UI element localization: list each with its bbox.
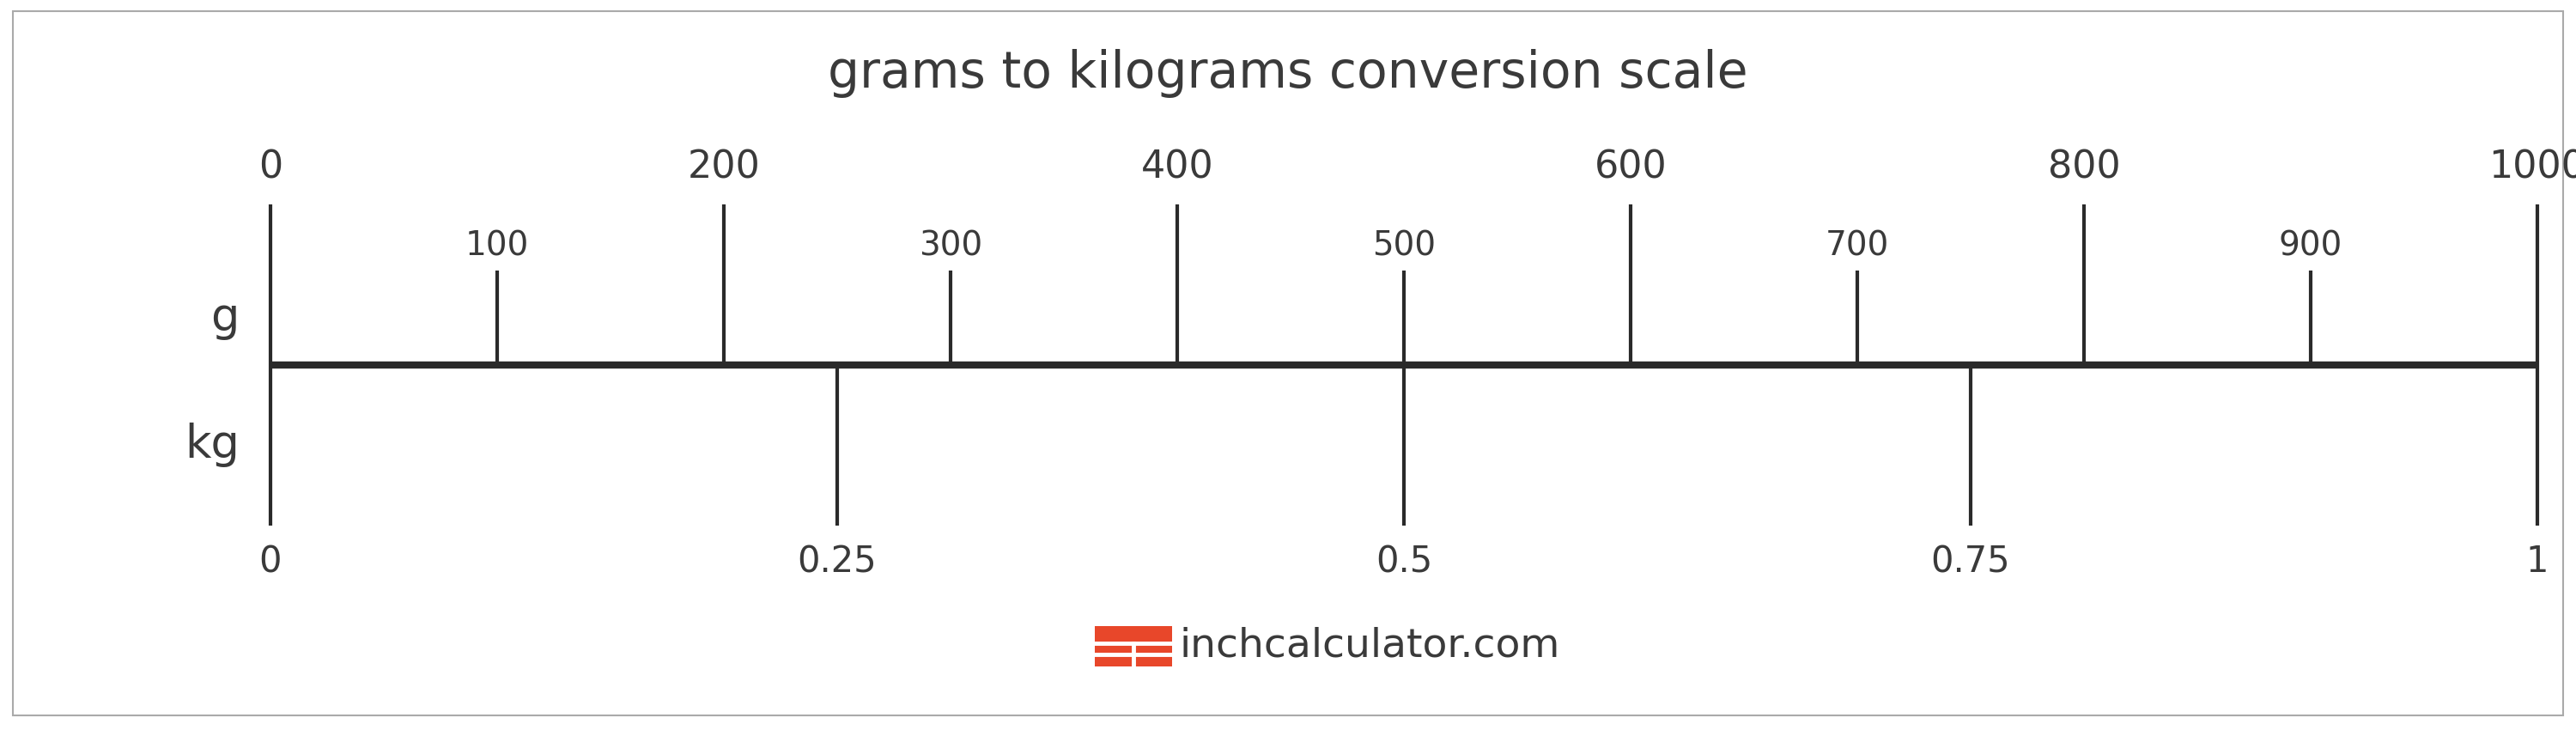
Text: 0.5: 0.5 [1376,544,1432,580]
Text: 0.25: 0.25 [799,544,876,580]
Text: 200: 200 [688,149,760,186]
Text: 900: 900 [2280,230,2342,263]
Text: 100: 100 [466,230,528,263]
Text: 1: 1 [2527,544,2548,580]
Text: kg: kg [185,423,240,468]
Text: 400: 400 [1141,149,1213,186]
Text: inchcalculator.com: inchcalculator.com [1180,627,1561,665]
Text: 0: 0 [260,544,281,580]
Text: g: g [211,295,240,340]
Text: 0: 0 [258,149,283,186]
Bar [1095,626,1172,666]
Text: grams to kilograms conversion scale: grams to kilograms conversion scale [827,48,1749,98]
Text: 1000: 1000 [2488,149,2576,186]
Text: 300: 300 [920,230,981,263]
Text: 500: 500 [1373,230,1435,263]
Text: 800: 800 [2048,149,2120,186]
Text: 600: 600 [1595,149,1667,186]
Text: 700: 700 [1826,230,1888,263]
Text: 0.75: 0.75 [1932,544,2009,580]
